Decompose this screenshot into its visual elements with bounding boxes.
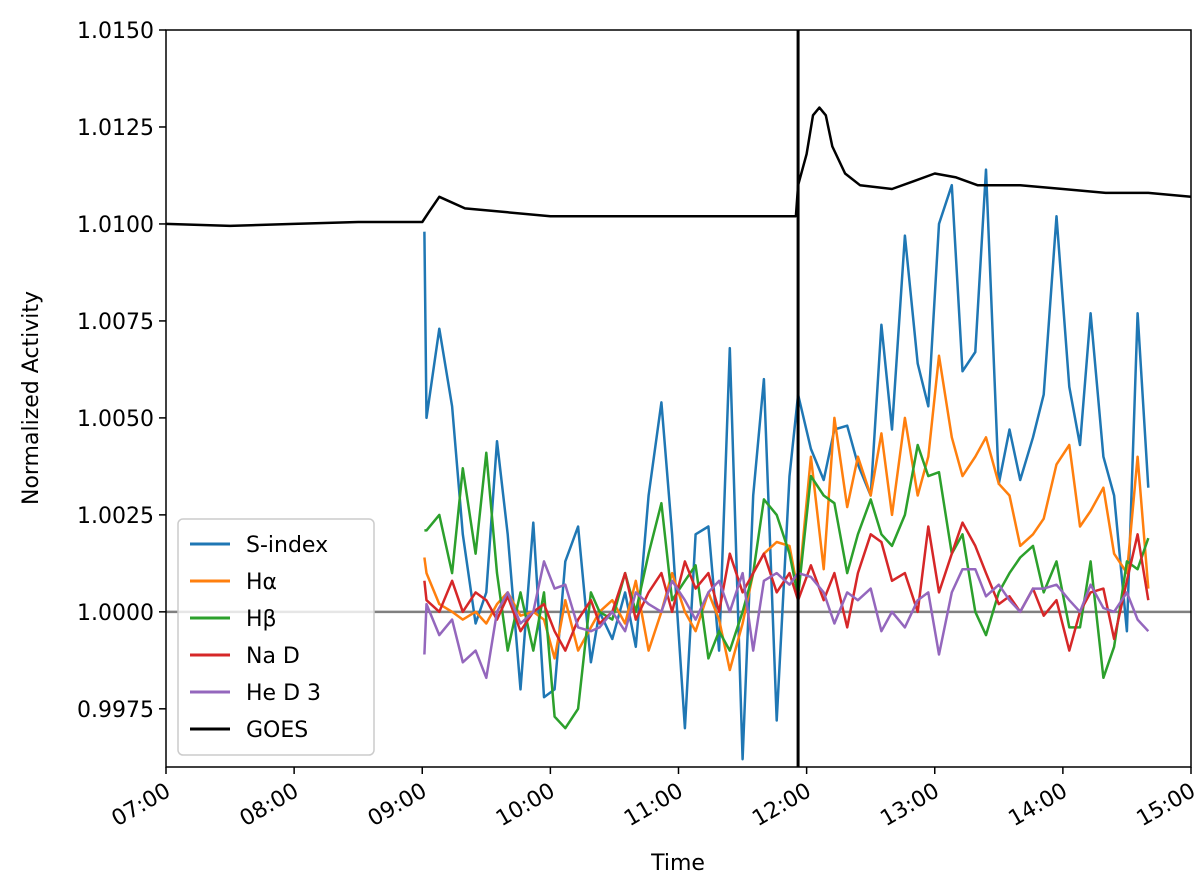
y-tick-label: 1.0150 [77,19,154,44]
data-line [423,560,1150,680]
plot-frame [165,29,1192,768]
y-tick-label: 1.0000 [77,601,154,626]
x-tick-label: 10:00 [492,779,559,832]
legend-box [177,518,375,756]
x-tick-label: 13:00 [876,779,943,832]
legend-label: Hβ [246,607,277,632]
y-tick-label: 0.9975 [77,698,154,723]
x-tick-label: 14:00 [1004,779,1071,832]
legend-label: GOES [246,718,308,743]
legend-label: Hα [246,570,277,595]
data-line [166,106,1191,228]
x-axis-label: Time [650,851,705,876]
data-line [423,168,1150,761]
x-tick-label: 11:00 [620,779,687,832]
legend-label: S-index [246,533,328,558]
x-tick-label: 08:00 [236,779,303,832]
y-tick-label: 1.0075 [77,310,154,335]
data-line [424,443,1150,730]
legend-label: He D 3 [246,681,321,706]
x-tick-label: 09:00 [364,779,431,832]
x-tick-label: 15:00 [1133,779,1200,832]
y-tick-label: 1.0050 [77,407,154,432]
legend-label: Na D [246,644,300,669]
x-tick-label: 07:00 [108,779,175,832]
y-axis-label: Normalized Activity [19,291,44,505]
x-tick-label: 12:00 [748,779,815,832]
y-tick-label: 1.0025 [77,504,154,529]
y-tick-label: 1.0100 [77,213,154,238]
y-tick-label: 1.0125 [77,116,154,141]
